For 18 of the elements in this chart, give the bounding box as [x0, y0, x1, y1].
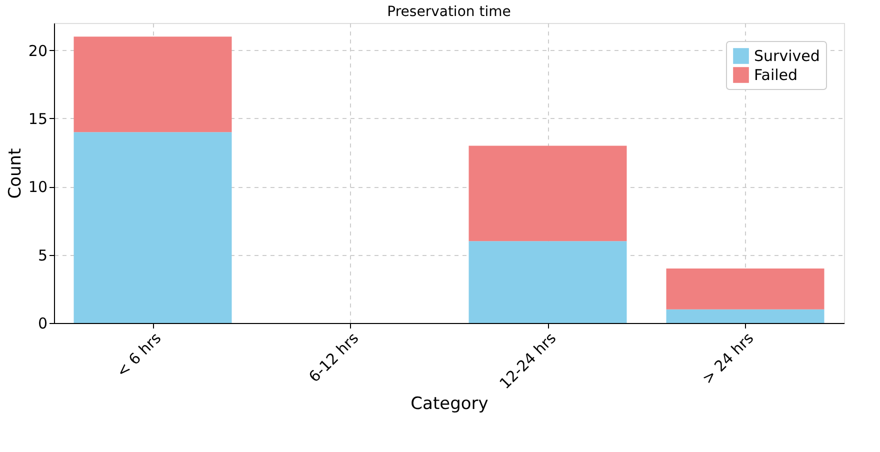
bar — [74, 36, 232, 132]
bar — [468, 241, 627, 323]
y-tick-label: 20 — [28, 42, 48, 60]
y-tick-label: 10 — [28, 178, 48, 196]
legend-label: Failed — [754, 66, 798, 84]
bar — [468, 146, 627, 242]
x-tick-label: > 24 hrs — [698, 328, 758, 388]
x-tick-label: < 6 hrs — [112, 328, 165, 381]
y-tick-label: 5 — [38, 246, 48, 264]
bar — [74, 132, 232, 323]
y-tick-label: 15 — [28, 110, 48, 128]
y-tick-label: 0 — [38, 314, 48, 332]
y-axis-title: Count — [5, 148, 26, 199]
legend-label: Survived — [754, 47, 820, 65]
bar — [666, 309, 824, 323]
x-axis-title: Category — [410, 394, 488, 414]
bar — [666, 268, 824, 310]
chart-title: Preservation time — [387, 4, 511, 20]
